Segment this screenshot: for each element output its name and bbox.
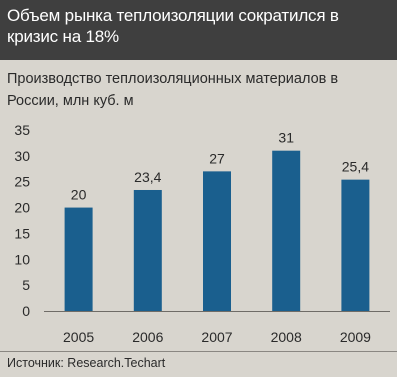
x-tick-label: 2006 xyxy=(132,329,163,345)
x-tick-label: 2007 xyxy=(201,329,232,345)
x-tick-label: 2009 xyxy=(340,329,371,345)
bar xyxy=(272,150,301,311)
source-note: Источник: Research.Techart xyxy=(7,356,166,370)
bar xyxy=(64,207,93,311)
data-label: 23,4 xyxy=(134,169,161,185)
y-tick-label: 35 xyxy=(14,122,30,138)
header-bar: Объем рынка теплоизоляции сократился в к… xyxy=(0,0,397,60)
y-tick-label: 5 xyxy=(22,277,30,293)
bar xyxy=(341,179,370,311)
data-label: 27 xyxy=(209,150,225,166)
y-tick-label: 15 xyxy=(14,225,30,241)
y-tick-label: 25 xyxy=(14,174,30,190)
chart-subtitle: Производство теплоизоляционных материало… xyxy=(7,71,339,109)
data-label: 20 xyxy=(71,187,87,203)
x-tick-label: 2005 xyxy=(63,329,94,345)
bar xyxy=(133,189,162,311)
y-tick-label: 10 xyxy=(14,251,30,267)
x-tick-label: 2008 xyxy=(271,329,302,345)
bar xyxy=(203,171,231,311)
data-label: 25,4 xyxy=(342,159,369,175)
y-tick-label: 0 xyxy=(22,303,30,319)
chart-headline: Объем рынка теплоизоляции сократился в к… xyxy=(7,6,339,46)
data-label: 31 xyxy=(278,130,294,146)
y-tick-label: 30 xyxy=(14,148,30,164)
footer-divider xyxy=(0,351,397,352)
y-tick-label: 20 xyxy=(14,200,30,216)
